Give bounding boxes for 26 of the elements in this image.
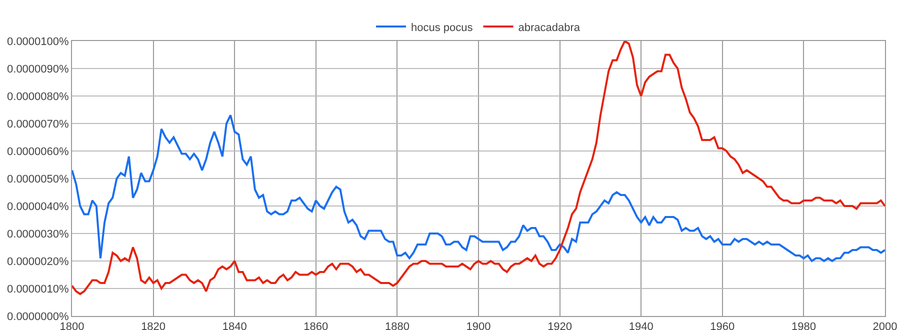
x-tick-label: 1940	[628, 321, 654, 330]
y-tick-label: 0.0000040%	[7, 200, 70, 213]
legend-label: hocus pocus	[411, 22, 474, 34]
legend-label: abracadabra	[518, 22, 581, 34]
x-tick-label: 1840	[222, 321, 247, 330]
y-tick-label: 0.0000080%	[7, 90, 70, 103]
x-tick-label: 1820	[141, 321, 166, 330]
y-tick-label: 0.0000000%	[7, 310, 70, 323]
y-tick-label: 0.0000030%	[7, 228, 70, 240]
line-series	[72, 41, 885, 295]
x-tick-label: 1800	[60, 321, 84, 330]
x-tick-label: 1980	[791, 321, 816, 330]
x-tick-label: 1920	[548, 321, 572, 330]
y-tick-label: 0.0000100%	[7, 36, 70, 48]
y-tick-label: 0.0000090%	[7, 63, 70, 76]
x-tick-label: 2000	[872, 321, 898, 330]
x-tick-label: 1860	[304, 321, 328, 330]
line-series	[72, 114, 885, 262]
x-tick-label: 1900	[466, 321, 491, 330]
y-tick-label: 0.0000050%	[7, 173, 70, 186]
y-tick-label: 0.0000070%	[7, 118, 70, 130]
x-tick-label: 1880	[384, 321, 410, 330]
y-tick-label: 0.0000010%	[7, 283, 70, 296]
x-tick-label: 1960	[710, 321, 735, 330]
y-tick-label: 0.0000060%	[7, 146, 70, 158]
y-tick-label: 0.0000020%	[7, 256, 70, 268]
